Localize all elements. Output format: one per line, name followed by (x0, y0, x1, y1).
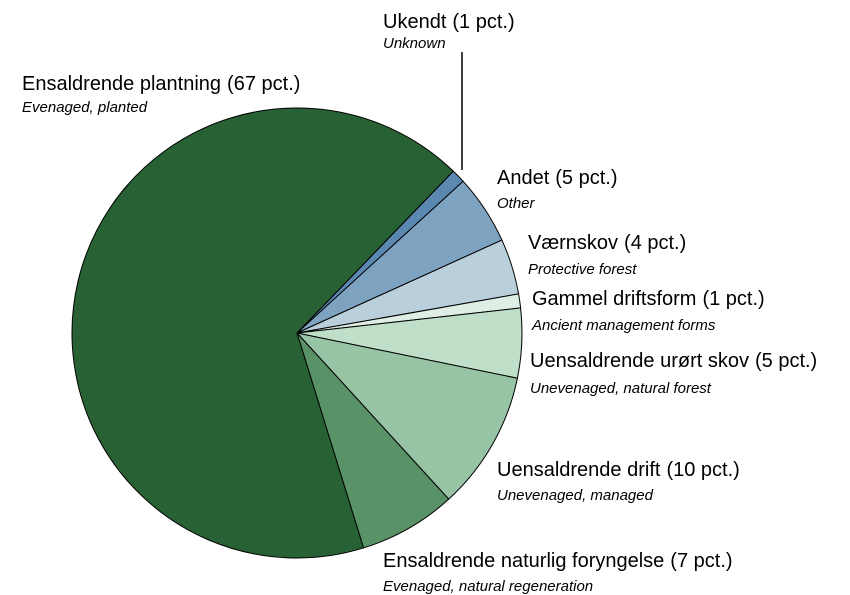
slice-label: Ukendt (1 pct.) (383, 11, 515, 33)
category-name: Værnskov (528, 232, 618, 254)
slice-label: Uensaldrende urørt skov (5 pct.) (530, 350, 817, 372)
value-label: (10 pct.) (666, 459, 739, 481)
category-name: Ensaldrende plantning (22, 73, 221, 95)
value-label: (5 pct.) (755, 350, 817, 372)
slice-label: Gammel driftsform (1 pct.) (532, 288, 765, 310)
slice-sublabel: Unevenaged, natural forest (530, 380, 712, 397)
category-name: Gammel driftsform (532, 288, 696, 310)
value-label: (1 pct.) (702, 288, 764, 310)
slice-sublabel: Evenaged, planted (22, 99, 148, 116)
slice-sublabel: Unevenaged, managed (497, 487, 654, 504)
category-name: Uensaldrende urørt skov (530, 350, 749, 372)
slice-sublabel: Evenaged, natural regeneration (383, 578, 593, 595)
value-label: (67 pct.) (227, 73, 300, 95)
slice-label: Ensaldrende naturlig foryngelse (7 pct.) (383, 550, 733, 572)
slice-label: Ensaldrende plantning (67 pct.) (22, 73, 300, 95)
category-name: Ensaldrende naturlig foryngelse (383, 550, 664, 572)
category-name: Uensaldrende drift (497, 459, 661, 481)
slice-sublabel: Unknown (383, 35, 446, 52)
pie-slice (295, 332, 518, 500)
slice-sublabel: Protective forest (528, 261, 637, 278)
slice-sublabel: Ancient management forms (531, 317, 716, 334)
slice-label: Andet (5 pct.) (497, 167, 618, 189)
category-name: Ukendt (383, 11, 447, 33)
value-label: (5 pct.) (555, 167, 617, 189)
value-label: (7 pct.) (670, 550, 732, 572)
value-label: (4 pct.) (624, 232, 686, 254)
slice-label: Uensaldrende drift (10 pct.) (497, 459, 740, 481)
category-name: Andet (497, 167, 550, 189)
slice-label: Værnskov (4 pct.) (528, 232, 686, 254)
slice-sublabel: Other (497, 195, 536, 212)
value-label: (1 pct.) (452, 11, 514, 33)
pie-slice (71, 107, 455, 559)
